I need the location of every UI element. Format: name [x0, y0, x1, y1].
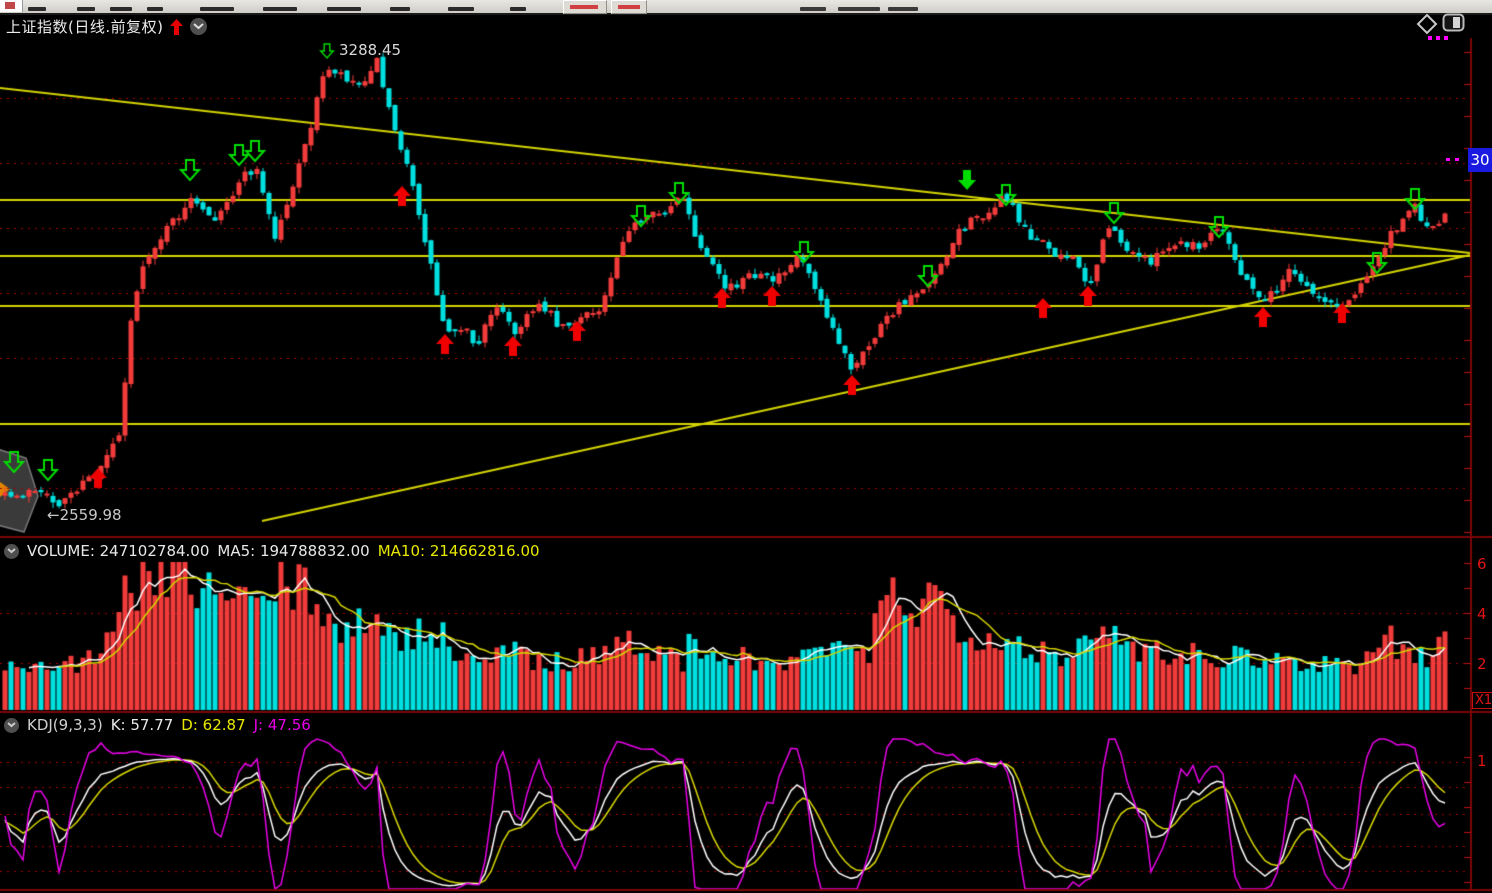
diamond-tool-icon[interactable]	[1415, 13, 1439, 35]
kdj-axis-label: 1	[1477, 752, 1487, 770]
volume-value: VOLUME: 247102784.00	[27, 542, 210, 560]
menu-text-fragment[interactable]	[147, 7, 163, 11]
kdj-k-value: K: 57.77	[110, 716, 174, 734]
menu-text-fragment[interactable]	[28, 7, 46, 11]
collapse-volume-icon[interactable]	[4, 543, 19, 559]
chart-title-row: 上证指数(日线.前复权)	[6, 16, 208, 37]
kdj-header: KDJ(9,3,3) K: 57.77 D: 62.87 J: 47.56	[4, 716, 311, 734]
menu-text-fragment[interactable]	[327, 7, 361, 11]
menu-text-fragment[interactable]	[263, 7, 297, 11]
menu-text-fragment[interactable]	[448, 7, 474, 11]
app-logo-icon	[0, 0, 23, 12]
menu-text-fragment[interactable]	[200, 7, 234, 11]
panel-layout-icon[interactable]	[1442, 13, 1465, 33]
menu-button-red-1[interactable]	[563, 0, 607, 14]
peak-price-label: 3288.45	[339, 41, 402, 59]
magenta-dash-fragment	[1446, 158, 1459, 161]
kdj-j-value: J: 47.56	[253, 716, 311, 734]
volume-ma10: MA10: 214662816.00	[377, 542, 540, 560]
vol-axis-label-4: 4	[1477, 605, 1487, 623]
vol-axis-label-6: 6	[1477, 555, 1487, 573]
price-axis-badge: 30	[1468, 148, 1492, 172]
kdj-name: KDJ(9,3,3)	[27, 716, 103, 734]
chart-title: 上证指数(日线.前复权)	[6, 18, 164, 36]
up-arrow-icon	[170, 18, 184, 35]
volume-ma5: MA5: 194788832.00	[217, 542, 370, 560]
menu-text-fragment[interactable]	[110, 7, 132, 11]
vol-axis-label-2: 2	[1477, 655, 1487, 673]
menu-text-fragment[interactable]	[77, 7, 95, 11]
menu-text-fragment[interactable]	[510, 7, 526, 11]
collapse-kdj-icon[interactable]	[4, 717, 19, 733]
volume-multiplier-label: X1	[1472, 692, 1492, 709]
collapse-main-icon[interactable]	[190, 18, 208, 35]
menu-text-fragment[interactable]	[888, 7, 918, 11]
kdj-d-value: D: 62.87	[181, 716, 246, 734]
top-menu-bar	[0, 0, 1492, 15]
volume-header: VOLUME: 247102784.00 MA5: 194788832.00 M…	[4, 542, 540, 560]
menu-text-fragment[interactable]	[390, 7, 410, 11]
menu-text-fragment[interactable]	[800, 7, 826, 11]
menu-button-red-2[interactable]	[611, 0, 647, 14]
menu-text-fragment[interactable]	[838, 7, 880, 11]
more-indicator-dots[interactable]	[1428, 36, 1448, 40]
trough-price-label: ←2559.98	[47, 506, 122, 524]
